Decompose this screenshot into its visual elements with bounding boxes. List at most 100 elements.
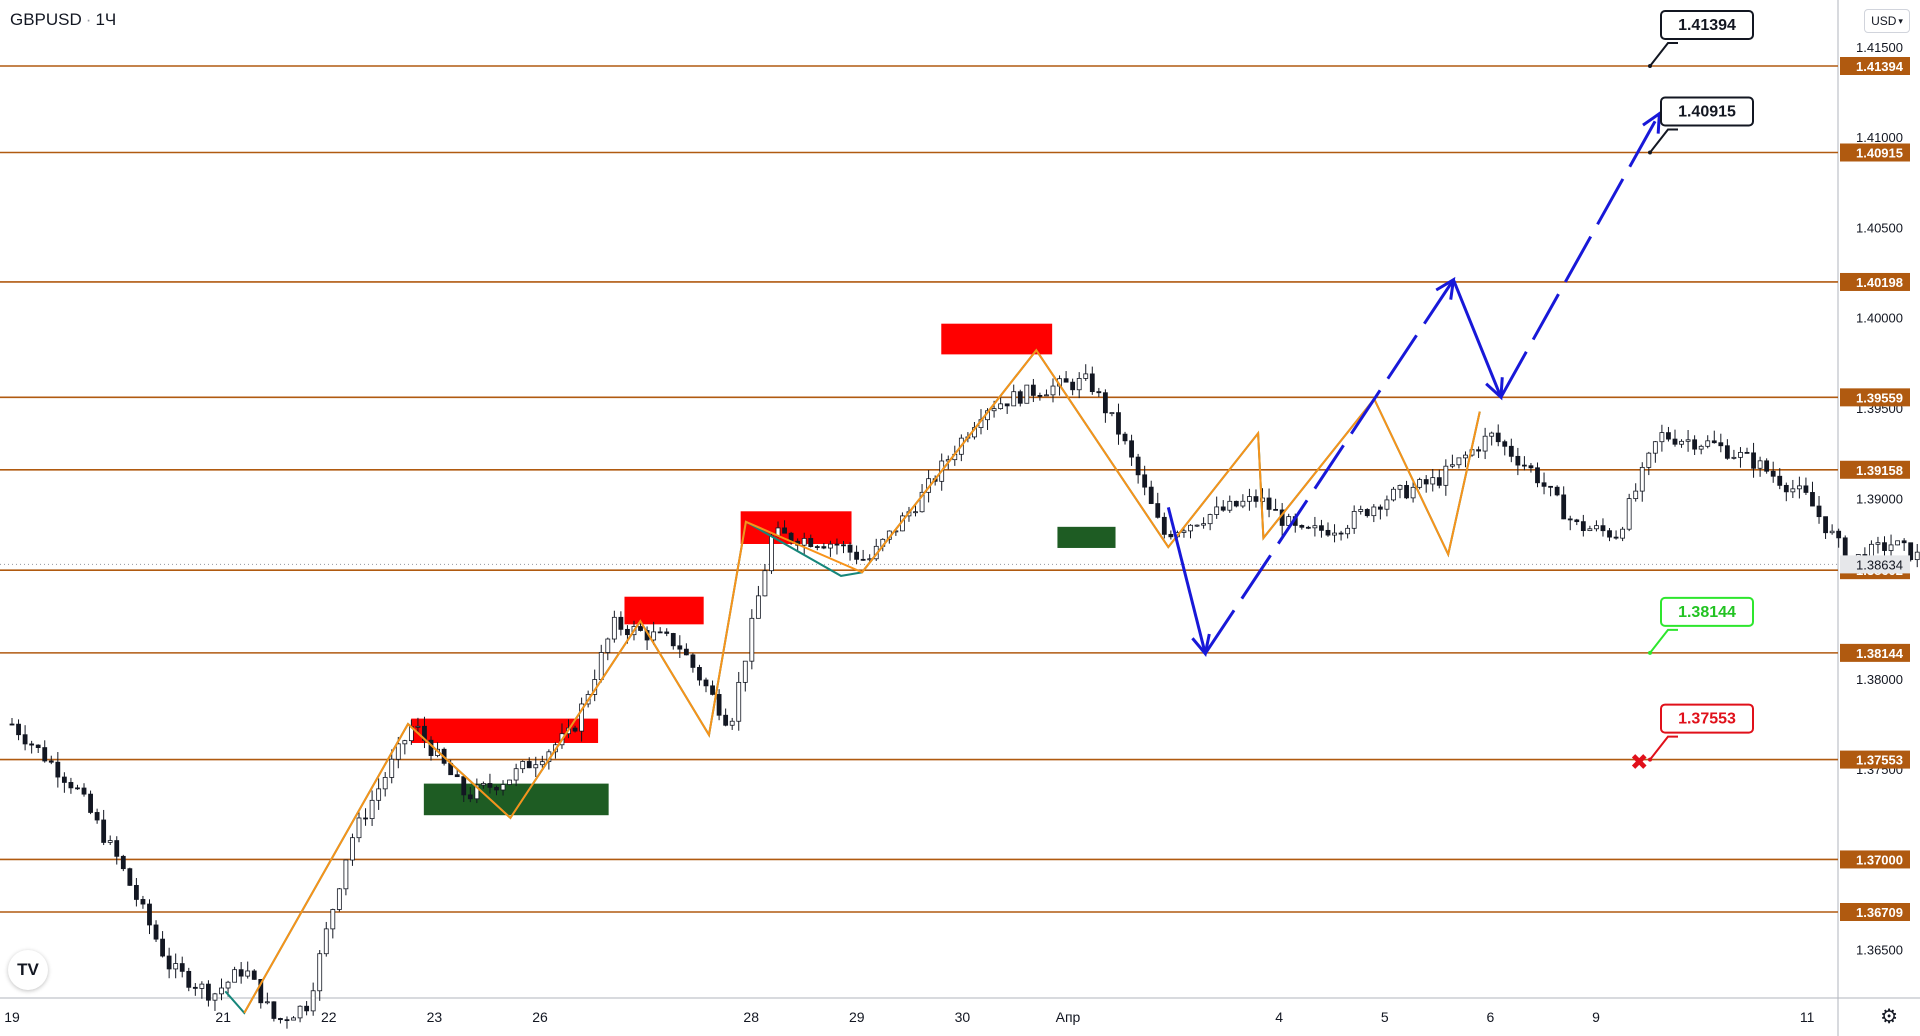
candle-body	[742, 660, 748, 683]
candle-body	[1214, 506, 1220, 515]
candle-body	[1463, 454, 1468, 459]
gear-icon[interactable]: ⚙	[1880, 1006, 1898, 1028]
candle-body	[1816, 505, 1822, 518]
candle-body	[1783, 484, 1789, 493]
candle-body	[1908, 542, 1914, 561]
candle-body	[618, 616, 624, 630]
level-badge	[1840, 272, 1910, 291]
candle-body	[1502, 441, 1508, 447]
candle-body	[500, 784, 506, 791]
candle-body	[350, 837, 355, 861]
candle-body	[1351, 511, 1357, 529]
date-tick-label: 21	[215, 1009, 231, 1025]
timeframe[interactable]: 1Ч	[95, 10, 117, 29]
forecast-layer	[1166, 110, 1662, 657]
callout-anchor	[1648, 757, 1652, 762]
candle-body	[22, 734, 28, 745]
candle-body	[1744, 451, 1750, 454]
currency-selector[interactable]: USD ▾	[1864, 9, 1910, 33]
candle-body	[520, 761, 526, 770]
candle-body	[664, 631, 670, 634]
candle-body	[919, 491, 925, 513]
candle-body	[133, 884, 139, 900]
candle-body	[1456, 457, 1462, 466]
candle-body	[264, 1001, 270, 1004]
time-axis[interactable]: 19 21 22 23 26 28 29 30 Апр 4 5 6 9 11	[4, 1009, 1814, 1025]
level-badge	[1840, 643, 1910, 662]
price-tick-label: 1.40500	[1856, 220, 1903, 235]
candle-body	[1522, 464, 1527, 467]
candle-body	[1037, 395, 1043, 397]
candle-body	[1659, 432, 1665, 443]
forecast-segment	[1166, 506, 1207, 654]
candle-body	[1764, 460, 1770, 472]
candle-body	[42, 747, 48, 762]
candle-body	[291, 1017, 296, 1021]
candle-body	[1325, 529, 1331, 536]
candle-body	[1273, 508, 1279, 511]
candle-body	[821, 546, 827, 549]
candle-body	[395, 743, 401, 760]
candle-body	[1607, 530, 1612, 538]
callout-pointer	[1649, 628, 1678, 654]
candle-body	[1626, 498, 1632, 530]
candle-body	[310, 990, 316, 1012]
date-tick-label: 4	[1275, 1009, 1283, 1025]
candle-body	[81, 787, 87, 795]
candle-body	[513, 768, 519, 781]
candle-body	[801, 538, 807, 546]
candle-body	[219, 987, 224, 995]
candle-body	[605, 638, 611, 653]
candle-body	[160, 938, 165, 957]
price-tick-label: 1.40000	[1856, 311, 1903, 326]
callout-pointer	[1649, 735, 1678, 761]
candle-body	[1548, 485, 1553, 488]
candle-body	[1004, 403, 1010, 407]
callout-box	[1660, 596, 1754, 627]
candle-body	[1070, 381, 1076, 391]
candle-body	[723, 714, 729, 726]
candle-body	[9, 723, 15, 726]
candle-body	[1738, 451, 1743, 458]
date-tick-label: 5	[1381, 1009, 1389, 1025]
candle-body	[1358, 509, 1364, 512]
candle-body	[461, 776, 467, 796]
price-tick-label: 1.39000	[1856, 491, 1903, 506]
candle-body	[1044, 394, 1049, 397]
candle-body	[1724, 445, 1730, 459]
candle-body	[101, 819, 107, 843]
candle-body	[127, 868, 133, 886]
supply-zone	[624, 596, 704, 625]
candle-body	[1135, 456, 1141, 476]
tradingview-logo-icon[interactable]: TV	[8, 950, 48, 990]
candle-body	[598, 652, 604, 680]
separator: ·	[85, 10, 92, 29]
candle-body	[1810, 492, 1815, 507]
forecast-segment	[1204, 278, 1455, 655]
symbol-name[interactable]: GBPUSD	[10, 10, 82, 29]
symbol-header[interactable]: GBPUSD · 1Ч	[10, 10, 116, 30]
forecast-segment	[1452, 279, 1503, 398]
candle-body	[1102, 392, 1108, 414]
candle-body	[88, 793, 93, 813]
candle-body	[1030, 384, 1036, 396]
candle-body	[782, 527, 787, 534]
candle-body	[467, 794, 473, 800]
callout-box	[1660, 10, 1754, 40]
candle-body	[1364, 509, 1370, 517]
candle-body	[808, 538, 814, 547]
candle-body	[192, 986, 198, 989]
candle-body	[173, 963, 179, 970]
candle-body	[1266, 497, 1272, 510]
callout-anchor	[1648, 64, 1652, 68]
price-axis[interactable]: 1.415001.410001.405001.400001.395001.390…	[1840, 40, 1910, 958]
candle-body	[343, 859, 349, 890]
candle-body	[913, 511, 918, 514]
candle-body	[1332, 532, 1337, 536]
level-badge-label: 1.37000	[1856, 852, 1903, 867]
candle-body	[1201, 523, 1206, 526]
candle-body	[1770, 470, 1776, 477]
currency-label: USD	[1871, 14, 1897, 28]
